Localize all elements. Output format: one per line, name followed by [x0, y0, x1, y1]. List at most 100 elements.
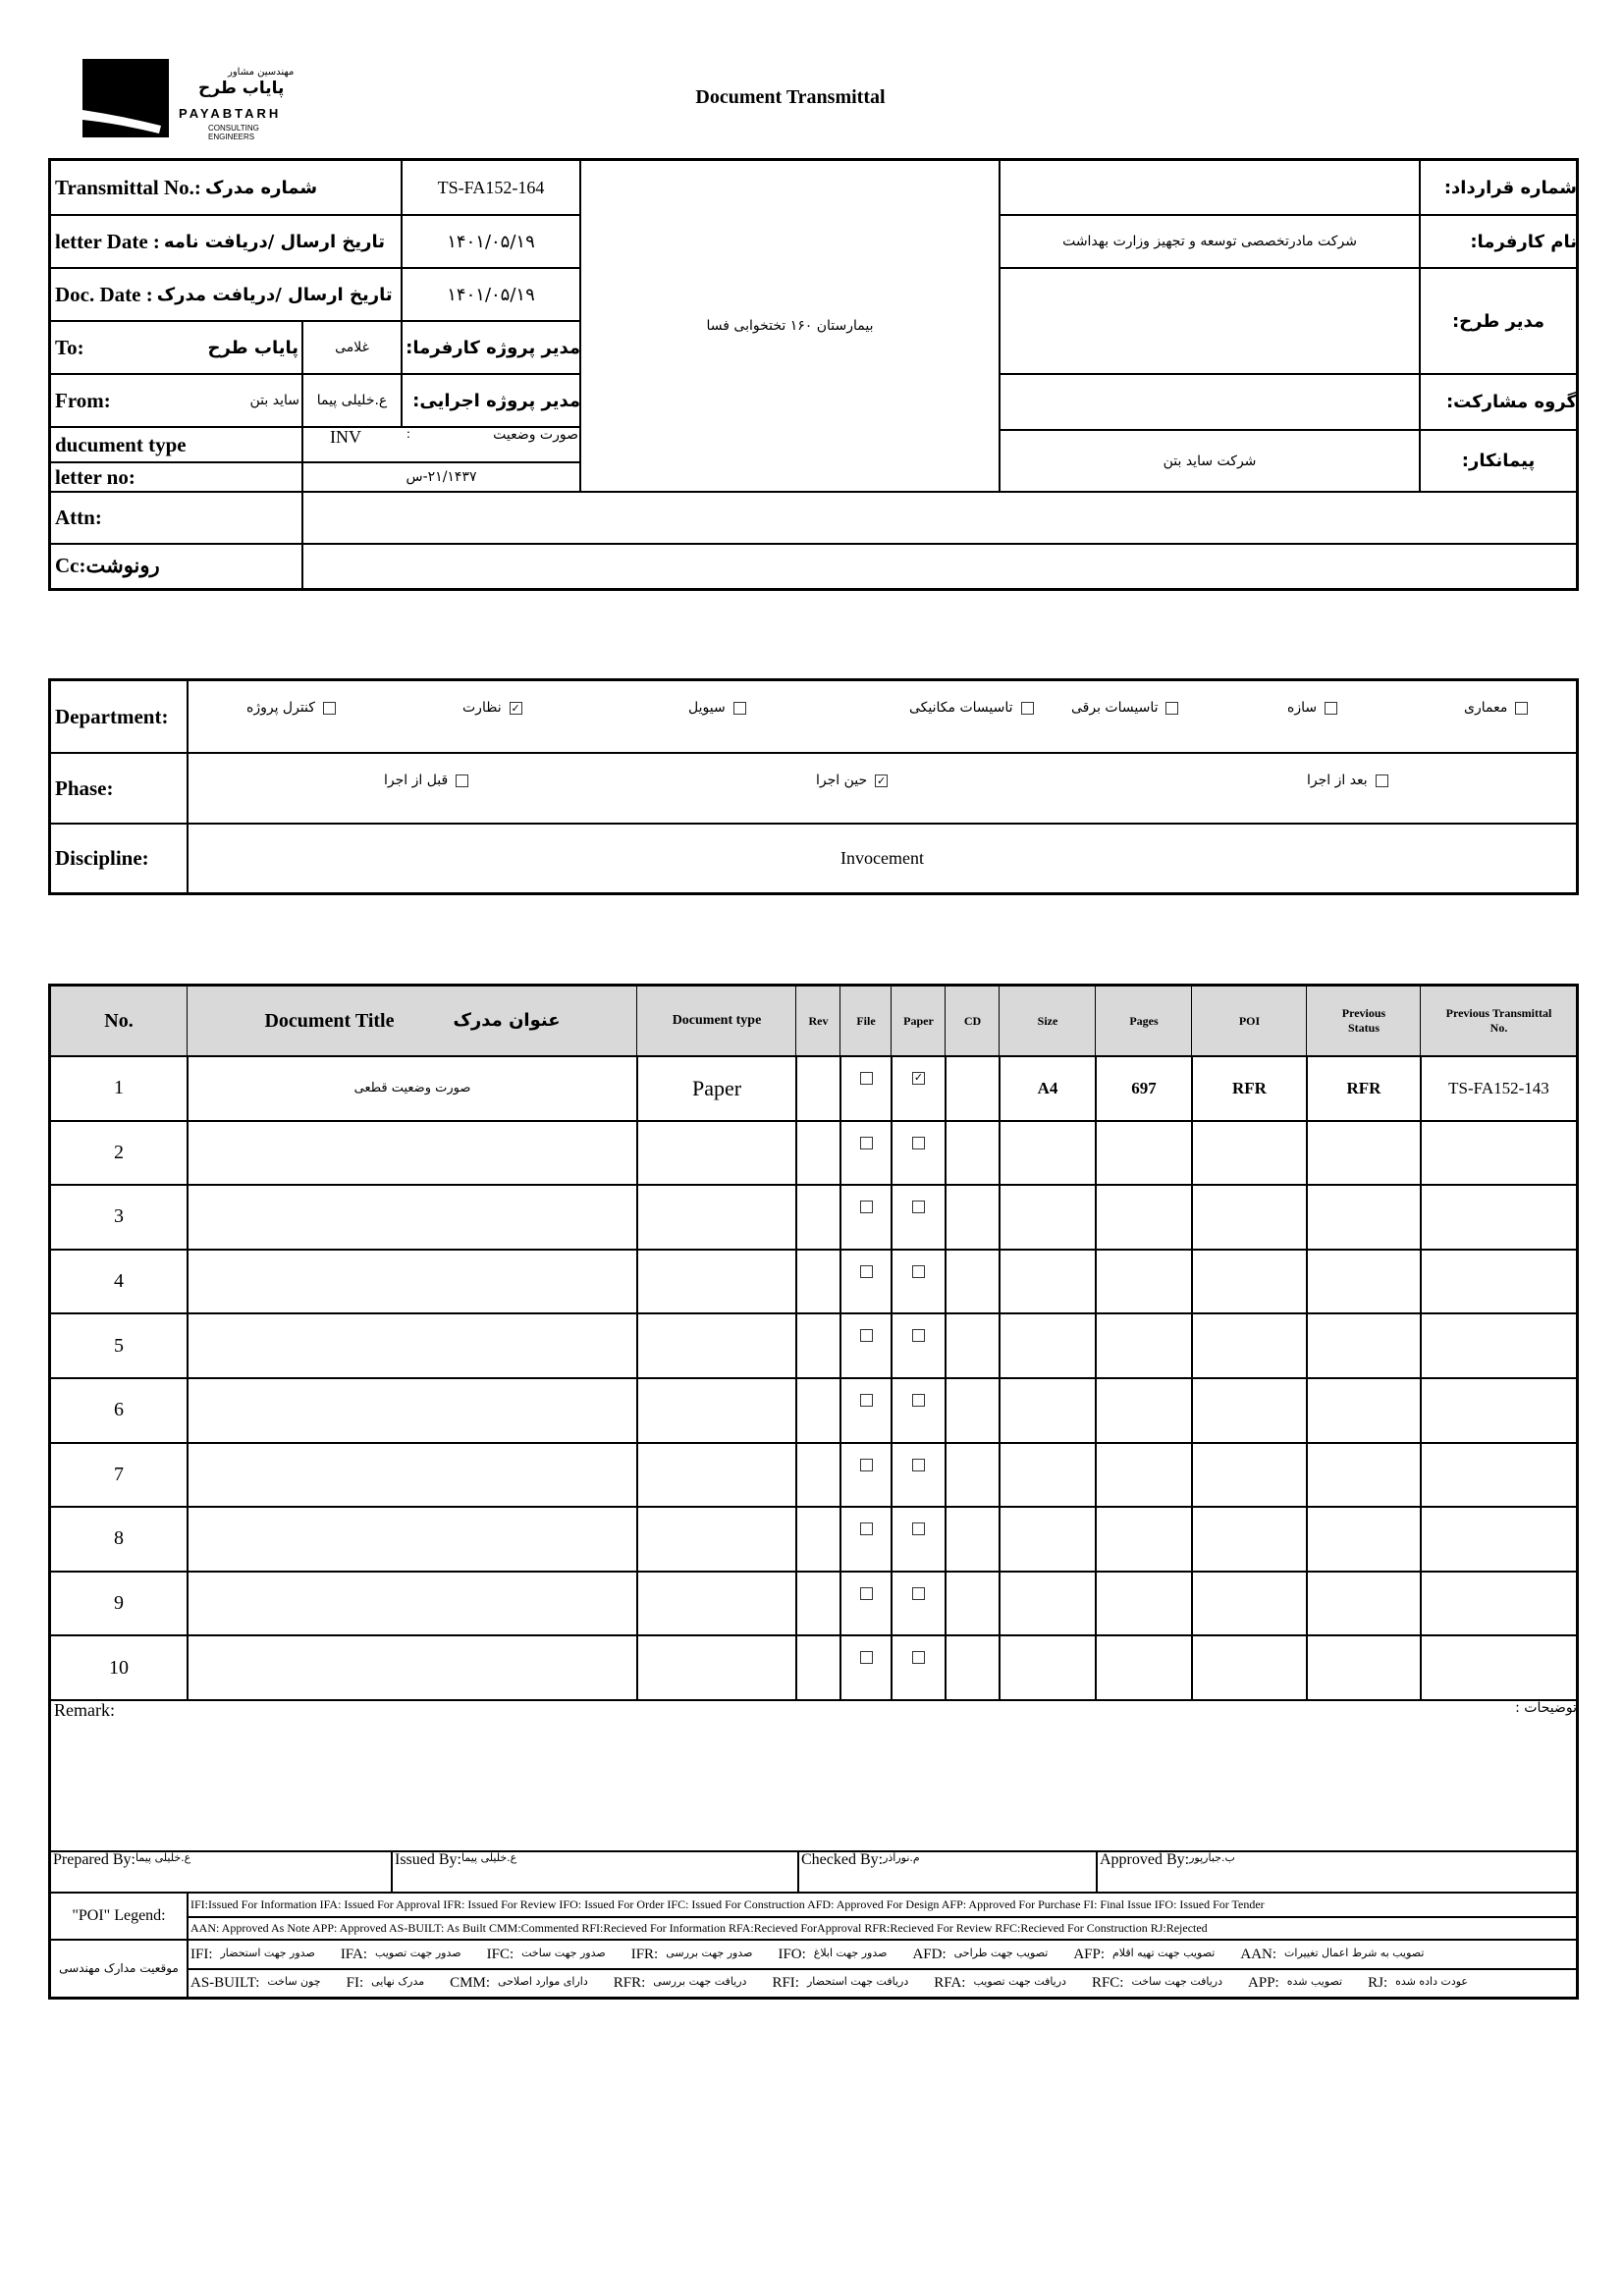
- cell-pages: [1095, 1570, 1193, 1637]
- checkbox-icon[interactable]: [859, 1201, 873, 1214]
- checkbox-icon[interactable]: [912, 1522, 925, 1536]
- col-pages: Pages: [1095, 985, 1193, 1057]
- cell-file[interactable]: [839, 1377, 893, 1444]
- cell-prev-transmittal: [1420, 1634, 1578, 1701]
- department-option[interactable]: کنترل پروژه: [246, 700, 336, 716]
- checkbox-icon[interactable]: [859, 1394, 873, 1407]
- cell-file[interactable]: [839, 1441, 893, 1509]
- checkbox-icon[interactable]: [859, 1329, 873, 1343]
- checkbox-checked-icon[interactable]: ✓: [912, 1072, 925, 1085]
- checkbox-icon[interactable]: [1515, 701, 1529, 715]
- legend-item: IFA: صدور جهت تصویب: [341, 1947, 461, 1963]
- department-option[interactable]: سیویل: [688, 700, 746, 716]
- contract-no-value: [999, 159, 1421, 216]
- cell-file[interactable]: [839, 1184, 893, 1251]
- checkbox-icon[interactable]: [912, 1458, 925, 1471]
- remark-box[interactable]: Remark: توضیحات :: [49, 1699, 1578, 1852]
- cell-file[interactable]: [839, 1312, 893, 1379]
- cell-paper[interactable]: [891, 1634, 947, 1701]
- checkbox-icon[interactable]: [1375, 774, 1388, 787]
- label-fa: تاریخ ارسال /دریافت مدرک: [156, 284, 393, 305]
- cell-title: [187, 1506, 638, 1573]
- checkbox-icon[interactable]: [912, 1201, 925, 1214]
- phase-label: Phase:: [49, 752, 189, 825]
- legend-meaning: مدرک نهایی: [371, 1974, 425, 1988]
- checkbox-icon[interactable]: [859, 1072, 873, 1085]
- checkbox-icon[interactable]: [1020, 701, 1034, 715]
- checkbox-icon[interactable]: [912, 1394, 925, 1407]
- department-option[interactable]: تاسیسات برقی: [1071, 700, 1179, 716]
- department-option[interactable]: معماری: [1464, 700, 1529, 716]
- legend-code: IFI:: [190, 1946, 213, 1962]
- cell-paper[interactable]: [891, 1312, 947, 1379]
- cell-paper[interactable]: [891, 1119, 947, 1187]
- checkbox-icon[interactable]: [1325, 701, 1338, 715]
- checked-label: Checked By:: [801, 1851, 884, 1868]
- col-file: File: [839, 985, 893, 1057]
- legend-code: FI:: [346, 1974, 364, 1991]
- checkbox-icon[interactable]: [912, 1136, 925, 1149]
- department-options: معماری سازه تاسیسات برقی تاسیسات مکانیکی سیو…: [187, 679, 1578, 754]
- department-option[interactable]: سازه: [1287, 700, 1338, 716]
- cell-type: [636, 1248, 797, 1315]
- checkbox-icon[interactable]: [912, 1586, 925, 1600]
- letter-date-value: ۱۴۰۱/۰۵/۱۹: [401, 214, 581, 269]
- checkbox-checked-icon[interactable]: ✓: [875, 774, 889, 787]
- legend-item: IFO: صدور جهت ابلاغ: [778, 1947, 887, 1963]
- attn-field[interactable]: [301, 491, 1578, 545]
- cell-paper[interactable]: [891, 1570, 947, 1637]
- cell-paper[interactable]: [891, 1184, 947, 1251]
- department-option[interactable]: نظارت ✓: [462, 700, 522, 716]
- doc-type-sep: :: [406, 427, 410, 442]
- label-en: Transmittal No.:: [55, 175, 201, 199]
- cell-size: [999, 1506, 1097, 1573]
- phase-option[interactable]: حین اجرا ✓: [816, 773, 889, 788]
- checkbox-icon[interactable]: [859, 1136, 873, 1149]
- phase-option[interactable]: قبل از اجرا: [384, 773, 469, 788]
- cell-rev: [795, 1184, 841, 1251]
- cell-no: 7: [49, 1441, 189, 1509]
- cell-prev-status: [1306, 1312, 1422, 1379]
- cell-paper[interactable]: ✓: [891, 1055, 947, 1122]
- checkbox-icon[interactable]: [912, 1651, 925, 1665]
- checkbox-icon[interactable]: [859, 1586, 873, 1600]
- checkbox-checked-icon[interactable]: ✓: [509, 701, 522, 715]
- cell-type: [636, 1184, 797, 1251]
- legend-item: RFI: دریافت جهت استحضار: [772, 1975, 908, 1992]
- cell-cd: [945, 1634, 1001, 1701]
- cell-file[interactable]: [839, 1055, 893, 1122]
- letter-no-value: ۲۱/۱۴۳۷-س: [301, 461, 581, 493]
- department-option[interactable]: تاسیسات مکانیکی: [909, 700, 1034, 716]
- legend-item: RJ: عودت داده شده: [1368, 1975, 1468, 1992]
- checkbox-icon[interactable]: [456, 774, 469, 787]
- checkbox-icon[interactable]: [859, 1458, 873, 1471]
- legend-item: IFC: صدور جهت ساخت: [487, 1947, 606, 1963]
- legend-meaning: صدور جهت تصویب: [375, 1946, 461, 1959]
- checkbox-icon[interactable]: [912, 1264, 925, 1278]
- cell-paper[interactable]: [891, 1377, 947, 1444]
- checkbox-icon[interactable]: [732, 701, 746, 715]
- cell-paper[interactable]: [891, 1441, 947, 1509]
- issued-value: ع.خلیلی پیما: [461, 1851, 517, 1864]
- cc-field[interactable]: [301, 543, 1578, 589]
- checkbox-icon[interactable]: [1165, 701, 1179, 715]
- cell-file[interactable]: [839, 1570, 893, 1637]
- cell-prev-status: [1306, 1248, 1422, 1315]
- cell-paper[interactable]: [891, 1248, 947, 1315]
- checkbox-icon[interactable]: [859, 1522, 873, 1536]
- cell-file[interactable]: [839, 1248, 893, 1315]
- checkbox-icon[interactable]: [322, 701, 336, 715]
- checkbox-icon[interactable]: [912, 1329, 925, 1343]
- cell-file[interactable]: [839, 1119, 893, 1187]
- checkbox-icon[interactable]: [859, 1264, 873, 1278]
- cell-file[interactable]: [839, 1506, 893, 1573]
- phase-option[interactable]: بعد از اجرا: [1307, 773, 1388, 788]
- cell-file[interactable]: [839, 1634, 893, 1701]
- checkbox-icon[interactable]: [859, 1651, 873, 1665]
- cell-size: [999, 1570, 1097, 1637]
- cell-prev-transmittal: [1420, 1248, 1578, 1315]
- legend-meaning: صدور جهت استحضار: [220, 1946, 315, 1959]
- issued-by: Issued By: ع.خلیلی پیما: [391, 1850, 799, 1894]
- cell-paper[interactable]: [891, 1506, 947, 1573]
- checked-by: Checked By: م.نورآذر: [797, 1850, 1098, 1894]
